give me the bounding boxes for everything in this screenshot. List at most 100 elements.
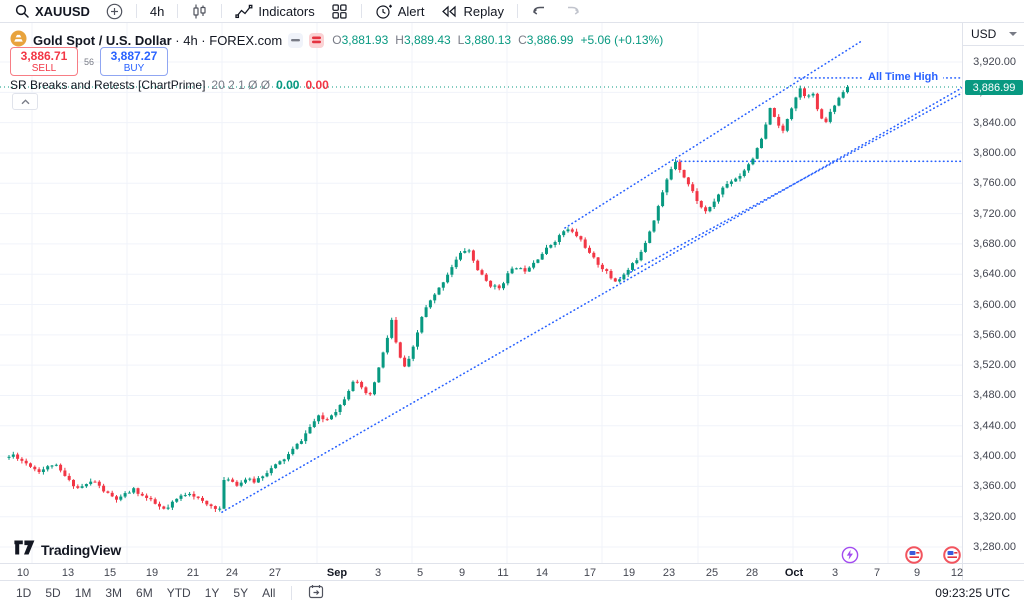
price-axis-label: 3,600.00 [973,298,1016,311]
time-axis[interactable]: 10 13 15 19 21 24 27 Sep 3 5 9 11 14 17 19 23 25 28 Oct 3 7 9… [0,563,1024,581]
range-buttons: 1D 5D 1M 3M 6M YTD 1Y 5Y All [10,584,281,602]
undo-button[interactable] [525,2,554,20]
indicators-icon [235,3,253,20]
range-button-ytd[interactable]: YTD [166,586,191,600]
indicator-value-up: 0.00 [276,78,300,92]
redo-icon [564,4,581,18]
price-axis-label: 3,560.00 [973,328,1016,341]
toolbar-divider [291,586,293,600]
time-axis-label: 15 [103,567,117,579]
sell-button[interactable]: 3,886.71 SELL [10,47,78,76]
indicator-params: 20 2 1 Ø Ø [211,78,271,92]
forex-source-icon[interactable] [309,32,325,48]
plus-circle-icon [106,3,123,20]
range-button-all[interactable]: All [262,586,276,600]
price-axis-label: 3,720.00 [973,207,1016,220]
time-axis-label: 28 [745,567,759,579]
indicators-label: Indicators [258,3,315,19]
interval-button[interactable]: 4h [144,2,170,21]
economic-event-power-icon[interactable] [841,546,859,564]
price-axis-label: 3,360.00 [973,480,1016,493]
time-axis-label: 10 [16,567,30,579]
chart-pane[interactable] [0,23,962,563]
time-axis-label: 19 [145,567,159,579]
price-axis[interactable]: USD 3,920.003,880.003,840.003,800.003,76… [962,23,1024,580]
range-button-3m[interactable]: 3M [105,586,123,600]
time-axis-label: 25 [705,567,719,579]
open-value: 3,881.93 [341,33,389,47]
alert-label: Alert [397,3,425,19]
range-button-5y[interactable]: 5Y [233,586,249,600]
indicator-value-down: 0.00 [305,78,329,92]
legend-symbol-title[interactable]: Gold Spot / U.S. Dollar · 4h · FOREX.com [33,32,283,48]
candlestick-chart[interactable] [0,23,962,563]
toolbar-divider [360,4,362,18]
clock-utc[interactable]: 09:23:25 UTC [935,586,1010,600]
time-axis-label: 14 [535,567,549,579]
price-axis-label: 3,400.00 [973,450,1016,463]
range-button-1d[interactable]: 1D [16,586,32,600]
symbol-name: XAUUSD [35,3,90,19]
undo-icon [531,4,548,18]
axis-corner-divider [962,564,963,581]
buy-price: 3,887.27 [110,49,158,63]
go-to-date-button[interactable] [302,582,330,604]
time-axis-label: 13 [61,567,75,579]
time-axis-label: 5 [416,567,424,579]
economic-event-us-flag-icon[interactable] [943,546,961,564]
buy-button[interactable]: 3,887.27 BUY [100,47,168,76]
sell-label: SELL [31,63,57,74]
time-axis-label: 17 [583,567,597,579]
chart-legend: Gold Spot / U.S. Dollar · 4h · FOREX.com… [10,30,663,50]
layout-button[interactable] [325,1,354,22]
time-axis-label: 19 [622,567,636,579]
collapse-legend-button[interactable] [12,93,38,110]
price-axis-label: 3,760.00 [973,177,1016,190]
trade-panel: 3,886.71 SELL 56 3,887.27 BUY [10,47,168,76]
indicator-legend[interactable]: SR Breaks and Retests [ChartPrime] 20 2 … [10,78,329,92]
price-axis-label: 3,520.00 [973,359,1016,372]
range-button-6m[interactable]: 6M [136,586,153,600]
time-axis-label: 12 [950,567,964,579]
interval-value: 4h [149,3,165,19]
currency-selector[interactable]: USD [963,23,1024,46]
time-axis-label: Sep [326,567,348,579]
time-axis-label: 3 [831,567,839,579]
replay-icon [440,4,458,19]
time-axis-label: 23 [662,567,676,579]
symbol-search-button[interactable]: XAUUSD [8,1,96,21]
price-axis-label: 3,840.00 [973,116,1016,129]
alert-clock-icon [375,3,393,20]
indicators-button[interactable]: Indicators [229,1,320,22]
time-axis-label: 27 [268,567,282,579]
price-axis-label: 3,680.00 [973,237,1016,250]
alert-button[interactable]: Alert [369,1,431,22]
chevron-down-icon [1009,32,1017,36]
compare-add-symbol-button[interactable] [100,1,129,22]
price-axis-label: 3,640.00 [973,268,1016,281]
economic-event-us-flag-icon[interactable] [905,546,923,564]
price-axis-label: 3,440.00 [973,419,1016,432]
price-axis-label: 3,280.00 [973,541,1016,553]
all-time-high-label[interactable]: All Time High [863,71,944,83]
time-axis-label: 11 [497,567,509,579]
change-value: +5.06 (+0.13%) [580,33,664,47]
time-axis-label: 9 [458,567,466,579]
replay-button[interactable]: Replay [434,2,509,21]
redo-button[interactable] [558,2,587,20]
range-button-5d[interactable]: 5D [45,586,61,600]
toolbar-divider [135,4,137,18]
legend-subtitle: · 4h · FOREX.com [175,32,283,48]
range-button-1m[interactable]: 1M [74,586,92,600]
high-value: 3,889.43 [403,33,451,47]
chart-style-button[interactable] [185,1,214,22]
toolbar-divider [221,4,223,18]
time-axis-label: 24 [225,567,239,579]
tradingview-logo[interactable]: TradingView [14,540,121,560]
range-button-1y[interactable]: 1Y [204,586,220,600]
price-axis-label: 3,480.00 [973,389,1016,402]
hide-symbol-icon[interactable] [288,32,304,48]
time-axis-label: 3 [374,567,382,579]
toolbar-divider [177,4,179,18]
tradingview-logo-text: TradingView [41,542,122,558]
